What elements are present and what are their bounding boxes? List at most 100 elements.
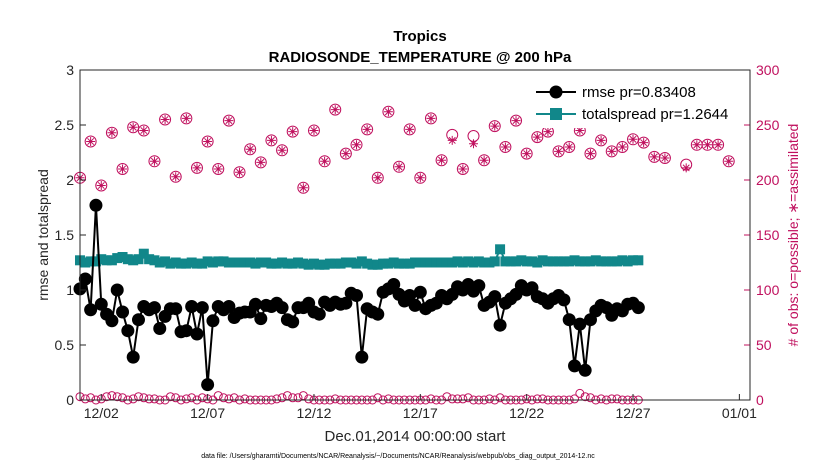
totalspread-point — [521, 256, 532, 267]
totalspread-point — [548, 256, 559, 267]
totalspread-point — [558, 256, 569, 267]
totalspread-point — [495, 244, 506, 255]
obs-low-count-point — [426, 394, 436, 404]
obs-possible-point — [435, 154, 448, 167]
rmse-point — [562, 313, 576, 327]
obs-possible-point — [414, 171, 427, 184]
obs-assimilated-point — [511, 116, 521, 126]
obs-assimilated-point — [724, 156, 734, 166]
obs-possible-point — [350, 138, 363, 151]
rmse-point — [248, 297, 262, 311]
y-tick-label-right: 0 — [756, 392, 764, 408]
obs-possible-point — [318, 155, 331, 168]
totalspread-point — [340, 257, 351, 268]
obs-assimilated-point — [522, 149, 532, 159]
obs-possible-point — [127, 121, 140, 134]
totalspread-point — [516, 255, 527, 266]
totalspread-point — [165, 258, 176, 269]
rmse-point — [179, 324, 193, 338]
legend-totalspread-marker — [550, 108, 562, 120]
obs-assimilated-point — [160, 115, 170, 124]
totalspread-point — [144, 254, 155, 265]
x-tick-label: 12/27 — [615, 405, 650, 421]
obs-low-count-point — [165, 392, 175, 402]
obs-assimilated-point — [607, 146, 617, 156]
obs-low-count-point — [484, 394, 494, 404]
obs-possible-point — [169, 170, 182, 183]
obs-low-count-point — [580, 392, 590, 402]
totalspread-point — [85, 256, 96, 267]
obs-possible-point — [563, 141, 576, 153]
totalspread-point — [569, 255, 580, 266]
legend-rmse-label: rmse pr=0.83408 — [582, 84, 696, 101]
obs-possible-point — [137, 124, 150, 137]
totalspread-point — [457, 257, 468, 268]
obs-low-count-point — [495, 393, 505, 403]
totalspread-point — [622, 256, 633, 267]
legend-totalspread-label: totalspread pr=1.2644 — [582, 106, 728, 123]
obs-possible-point — [190, 161, 203, 174]
chart-subtitle: RADIOSONDE_TEMPERATURE @ 200 hPa — [269, 49, 572, 66]
totalspread-point — [473, 256, 484, 267]
obs-possible-point — [148, 155, 161, 168]
rmse-point — [371, 307, 385, 321]
rmse-point — [573, 317, 587, 331]
totalspread-point — [245, 257, 256, 268]
rmse-point — [403, 289, 417, 302]
totalspread-point — [293, 257, 304, 268]
totalspread-point — [383, 258, 394, 269]
obs-possible-point — [329, 103, 342, 116]
totalspread-point — [574, 256, 585, 267]
obs-assimilated-point — [617, 142, 627, 152]
totalspread-point — [585, 256, 596, 267]
totalspread-point — [351, 258, 362, 269]
obs-assimilated-point — [224, 116, 234, 126]
y-tick-label-right: 150 — [756, 227, 780, 243]
plot-frame — [79, 69, 751, 401]
rmse-point — [275, 301, 289, 315]
obs-possible-point — [499, 141, 512, 153]
obs-possible-point — [637, 136, 650, 149]
obs-low-count-point — [585, 393, 595, 403]
obs-possible-point — [159, 113, 172, 126]
obs-low-count-point — [293, 393, 303, 403]
obs-possible-point — [424, 112, 437, 125]
x-tick-label: 12/02 — [84, 405, 119, 421]
totalspread-point — [90, 256, 101, 267]
obs-low-count-point — [458, 394, 468, 404]
obs-low-count-point — [383, 394, 393, 404]
totalspread-point — [553, 256, 564, 267]
obs-assimilated-point — [373, 173, 383, 183]
totalspread-point — [207, 257, 218, 268]
totalspread-point — [468, 257, 479, 268]
obs-assimilated-point — [383, 107, 393, 117]
totalspread-point — [463, 256, 474, 267]
totalspread-point — [633, 255, 644, 266]
obs-low-count-point — [102, 392, 112, 402]
obs-possible-point — [478, 154, 491, 167]
obs-possible-point — [339, 147, 352, 160]
totalspread-point — [133, 254, 144, 265]
rmse-point — [254, 312, 268, 326]
y-axis-label-left: rmse and totalspread — [35, 169, 51, 301]
legend: rmse pr=0.83408 totalspread pr=1.2644 — [530, 76, 744, 128]
obs-assimilated-point — [554, 146, 564, 156]
obs-low-count-point — [607, 394, 617, 404]
rmse-point — [222, 300, 236, 313]
obs-possible-point — [510, 114, 523, 127]
obs-low-count-point — [80, 394, 90, 404]
obs-assimilated-point — [320, 156, 330, 166]
obs-assimilated-point — [256, 157, 266, 167]
rmse-point — [408, 298, 422, 312]
ticks: 0 0.5 1 1.5 2 2.5 3 0 50 100 150 200 250 300 12/02 12/0… — [55, 62, 780, 421]
obs-low-count-point — [112, 392, 122, 402]
obs-assimilated-point — [458, 164, 468, 174]
obs-possible-point — [244, 143, 257, 156]
chart-title: Tropics — [393, 28, 446, 45]
rmse-point — [89, 198, 103, 212]
totalspread-point — [436, 257, 447, 268]
totalspread-point — [526, 256, 537, 267]
obs-possible-point — [658, 152, 671, 164]
y-axis-label-right: # of obs: o=possible; ∗=assimilated — [785, 124, 801, 347]
obs-low-count-point — [612, 394, 622, 404]
